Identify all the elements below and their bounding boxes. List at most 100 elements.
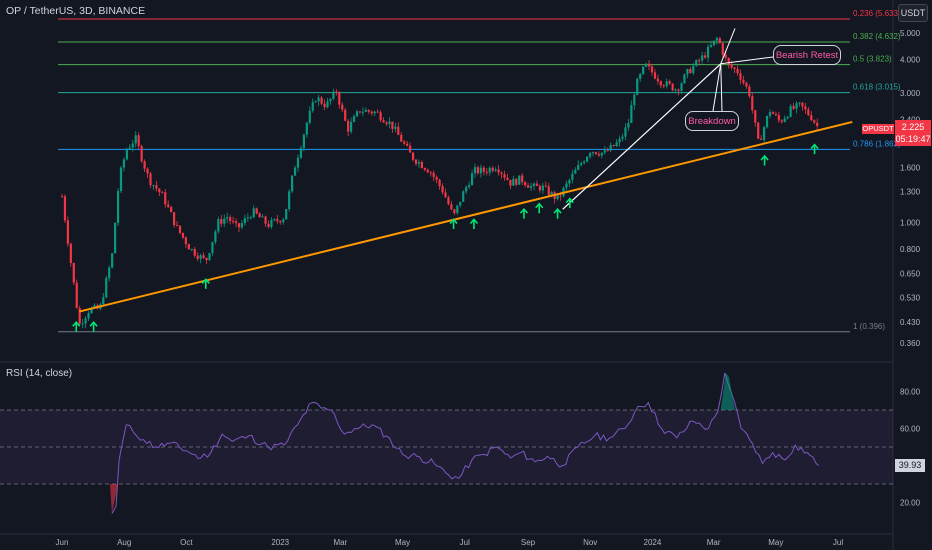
candle-body — [134, 135, 137, 144]
candle-body — [459, 201, 462, 206]
candle-body — [798, 102, 801, 104]
candle-body — [385, 122, 388, 125]
candle-body — [131, 143, 134, 148]
candle-body — [456, 205, 459, 214]
candle-body — [659, 81, 662, 86]
bounce-arrow-icon — [810, 143, 819, 155]
candle-body — [709, 45, 713, 47]
time-axis-tick: Jul — [833, 538, 843, 547]
candle-body — [751, 96, 754, 111]
time-axis-tick: Nov — [583, 538, 597, 547]
candle-body — [122, 159, 126, 168]
candle-body — [276, 219, 279, 222]
price-axis-tick: 0.650 — [900, 269, 921, 278]
candle-body — [143, 161, 146, 169]
candle-body — [69, 243, 72, 263]
candle-body — [586, 156, 589, 162]
candle-body — [361, 111, 364, 113]
arrow-head — [449, 218, 458, 225]
price-axis-tick: 4.000 — [900, 55, 921, 64]
currency-button[interactable]: USDT — [898, 4, 928, 22]
candle-body — [450, 204, 453, 210]
candle-body — [93, 305, 96, 308]
candle-body — [403, 141, 406, 144]
candle-body — [624, 127, 627, 137]
candle-body — [718, 38, 721, 44]
candle-body — [320, 97, 323, 104]
candle-body — [668, 81, 671, 84]
candle-body — [420, 162, 423, 169]
candle-body — [465, 187, 468, 192]
candle-body — [66, 220, 69, 244]
candle-body — [512, 178, 515, 186]
candle-body — [417, 162, 421, 164]
candle-body — [571, 173, 574, 180]
symbol-tag: OPUSDT — [862, 124, 894, 134]
candle-body — [583, 161, 586, 164]
candle-body — [774, 113, 777, 116]
candle-body — [444, 192, 447, 198]
candle-body — [243, 218, 246, 224]
candle-body — [556, 195, 559, 199]
candle-body — [167, 204, 170, 207]
fib-level-label: 0.5 (3.823) — [853, 55, 892, 64]
candle-body — [199, 255, 202, 259]
candle-body — [742, 79, 745, 83]
candle-body — [736, 68, 739, 74]
candle-body — [674, 89, 677, 91]
time-axis-tick: 2023 — [271, 538, 289, 547]
rsi-axis-tick: 80.00 — [900, 388, 921, 397]
candle-body — [597, 154, 600, 156]
candle-body — [653, 72, 657, 79]
candle-body — [296, 157, 300, 168]
candle-body — [532, 183, 536, 186]
candle-body — [765, 115, 769, 128]
candle-body — [220, 219, 223, 224]
current-price: 2.225 — [901, 122, 925, 132]
candle-body — [423, 168, 426, 170]
candle-body — [777, 115, 780, 121]
candle-body — [332, 91, 335, 99]
candle-body — [559, 195, 562, 197]
candle-body — [591, 152, 595, 154]
candle-body — [783, 118, 786, 122]
candle-body — [524, 182, 527, 186]
trendline-support — [79, 120, 853, 313]
candle-body — [521, 175, 524, 183]
price-tag: 2.225 05:19:47 — [895, 120, 931, 146]
bounce-arrow-icon — [519, 207, 529, 219]
time-axis-tick: May — [768, 538, 783, 547]
countdown-timer: 05:19:47 — [895, 134, 931, 144]
candle-body — [435, 176, 438, 180]
candle-body — [789, 106, 792, 117]
candle-body — [205, 257, 208, 261]
price-axis-tick: 1.600 — [900, 163, 921, 172]
candle-body — [704, 55, 707, 58]
rsi-title: RSI (14, close) — [6, 368, 73, 379]
arrow-head — [469, 218, 479, 225]
rsi-line — [111, 372, 819, 514]
rsi-axis-tick: 60.00 — [900, 425, 921, 434]
candle-body — [470, 173, 474, 186]
rsi-overbought-fill — [720, 373, 736, 410]
candle-body — [78, 307, 81, 324]
candle-body — [447, 197, 450, 205]
candle-body — [291, 175, 294, 192]
price-axis-tick: 0.360 — [900, 339, 921, 348]
candle-body — [574, 169, 577, 174]
candle-body — [689, 68, 692, 74]
rsi-value-tag: 39.93 — [895, 459, 925, 472]
candle-body — [701, 55, 704, 61]
candle-body — [503, 174, 506, 178]
candle-body — [255, 208, 258, 214]
candle-body — [518, 175, 521, 185]
time-axis-tick: 2024 — [644, 538, 662, 547]
candle-body — [683, 74, 686, 84]
candle-body — [680, 83, 683, 91]
candle-body — [482, 167, 485, 172]
candle-body — [270, 219, 273, 227]
candle-body — [196, 255, 199, 259]
candle-body — [754, 110, 757, 123]
candle-body — [541, 185, 544, 191]
